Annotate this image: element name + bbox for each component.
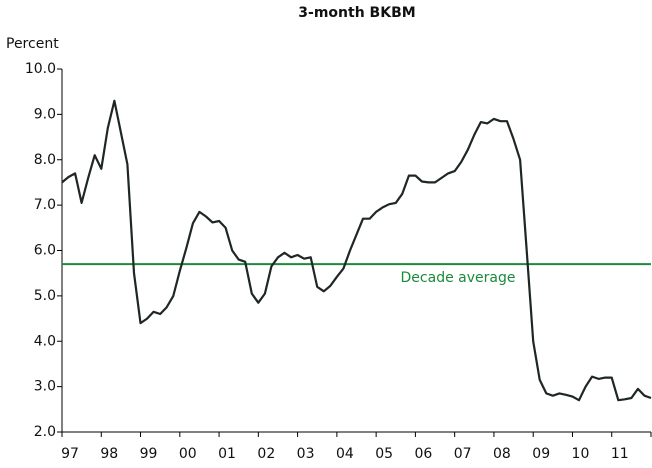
x-tick-label: 09	[532, 446, 550, 462]
x-tick-label: 06	[414, 446, 432, 462]
data-line	[61, 99, 652, 402]
y-tick-label: 9.0	[34, 106, 56, 122]
x-tick-label: 10	[572, 446, 590, 462]
x-tick-label: 02	[257, 446, 275, 462]
x-tick-label: 11	[611, 446, 629, 462]
y-tick-label: 6.0	[34, 243, 56, 259]
y-axis-label: Percent	[6, 36, 59, 52]
x-tick-label: 98	[100, 446, 118, 462]
y-tick-label: 8.0	[34, 152, 56, 168]
y-tick-label: 5.0	[34, 288, 56, 304]
x-tick-label: 04	[336, 446, 354, 462]
reference-label: Decade average	[401, 270, 516, 286]
y-tick-label: 2.0	[34, 424, 56, 440]
x-tick-label: 99	[140, 446, 158, 462]
x-tick-label: 03	[297, 446, 315, 462]
chart-title: 3-month BKBM	[298, 5, 415, 21]
x-tick-label: 07	[454, 446, 472, 462]
y-tick-label: 4.0	[34, 333, 56, 349]
x-tick-label: 08	[493, 446, 511, 462]
x-tick-label: 01	[218, 446, 236, 462]
x-tick-label: 00	[179, 446, 197, 462]
y-tick-label: 3.0	[34, 379, 56, 395]
x-tick-label: 97	[61, 446, 79, 462]
y-tick-label: 7.0	[34, 197, 56, 213]
x-tick-label: 05	[375, 446, 393, 462]
y-tick-label: 10.0	[25, 61, 56, 77]
